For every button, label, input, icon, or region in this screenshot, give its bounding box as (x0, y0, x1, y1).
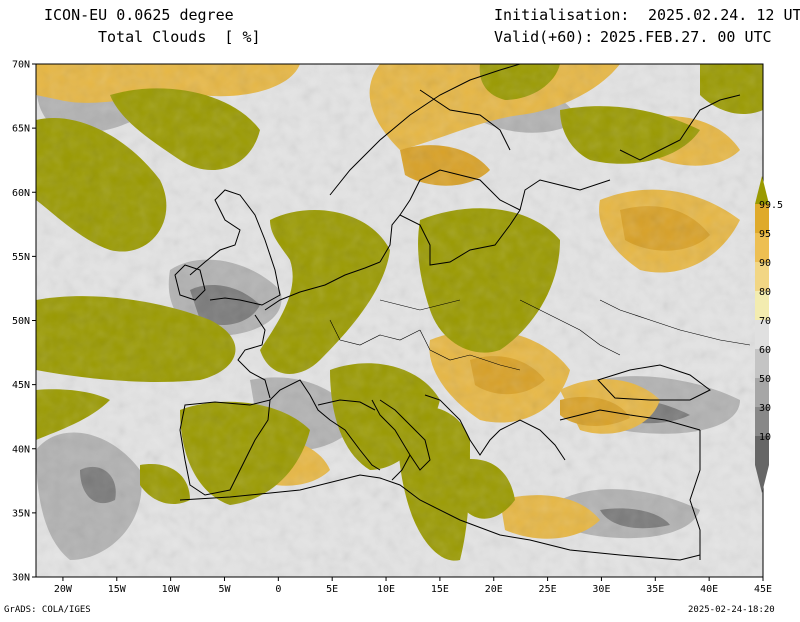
lat-tick-label: 60N (12, 188, 30, 199)
texture-overlay (36, 64, 763, 577)
lon-tick-label: 10W (162, 584, 181, 595)
colorbar-label: 60 (759, 345, 771, 356)
lat-tick-label: 65N (12, 124, 30, 135)
colorbar: 99.5 95 90 80 70 60 50 30 10 (755, 176, 783, 493)
lat-tick-label: 70N (12, 60, 30, 71)
colorbar-label: 80 (759, 287, 771, 298)
colorbar-label: 50 (759, 374, 771, 385)
colorbar-segment (755, 378, 769, 407)
coastlines (174, 64, 741, 561)
colorbar-segment (755, 436, 769, 465)
colorbar-segment (755, 291, 769, 320)
lon-tick-label: 35E (646, 584, 664, 595)
country-borders (329, 299, 751, 371)
colorbar-label: 30 (759, 403, 771, 414)
colorbar-label: 99.5 (759, 200, 783, 211)
colorbar-segment (755, 349, 769, 378)
lat-tick-label: 35N (12, 508, 30, 519)
colorbar-segment (755, 204, 769, 233)
colorbar-label: 10 (759, 432, 771, 443)
lon-tick-label: 0 (275, 584, 281, 595)
lon-tick-label: 5E (326, 584, 338, 595)
lon-tick-label: 40E (700, 584, 718, 595)
colorbar-label: 95 (759, 229, 771, 240)
lon-tick-label: 45E (754, 584, 772, 595)
lon-tick-label: 30E (592, 584, 610, 595)
lon-tick-label: 25E (539, 584, 557, 595)
field-title: Total Clouds [ %] (98, 28, 261, 46)
lat-tick-label: 30N (12, 573, 30, 584)
colorbar-label: 70 (759, 316, 771, 327)
valid-label: Valid(+60): (494, 28, 594, 46)
lat-axis: 70N 65N 60N 55N 50N 45N 40N 35N 30N (12, 60, 36, 584)
colorbar-segment (755, 320, 769, 349)
colorbar-segment (755, 407, 769, 436)
cloud-field (36, 64, 763, 577)
lon-tick-label: 20W (54, 584, 73, 595)
lon-tick-label: 5W (218, 584, 231, 595)
footer-right: 2025-02-24-18:20 (688, 605, 775, 615)
colorbar-bottom-arrow (755, 465, 769, 493)
lon-tick-label: 10E (377, 584, 395, 595)
lat-tick-label: 45N (12, 380, 30, 391)
valid-value: 2025.FEB.27. 00 UTC (600, 28, 772, 46)
lon-tick-label: 15W (108, 584, 127, 595)
lon-axis: 20W 15W 10W 5W 0 5E 10E 15E 20E 25E 30E 35E 40E 45E (54, 577, 772, 595)
lat-tick-label: 55N (12, 252, 30, 263)
lat-tick-label: 50N (12, 316, 30, 327)
lon-tick-label: 15E (431, 584, 449, 595)
lon-tick-label: 20E (485, 584, 503, 595)
footer-left: GrADS: COLA/IGES (4, 605, 91, 615)
init-label: Initialisation: (494, 6, 630, 24)
model-title: ICON-EU 0.0625 degree (44, 6, 234, 24)
colorbar-segment (755, 233, 769, 262)
colorbar-top-arrow (755, 176, 769, 204)
init-value: 2025.02.24. 12 UTC (648, 6, 800, 24)
colorbar-label: 90 (759, 258, 771, 269)
lat-tick-label: 40N (12, 444, 30, 455)
colorbar-segment (755, 262, 769, 291)
